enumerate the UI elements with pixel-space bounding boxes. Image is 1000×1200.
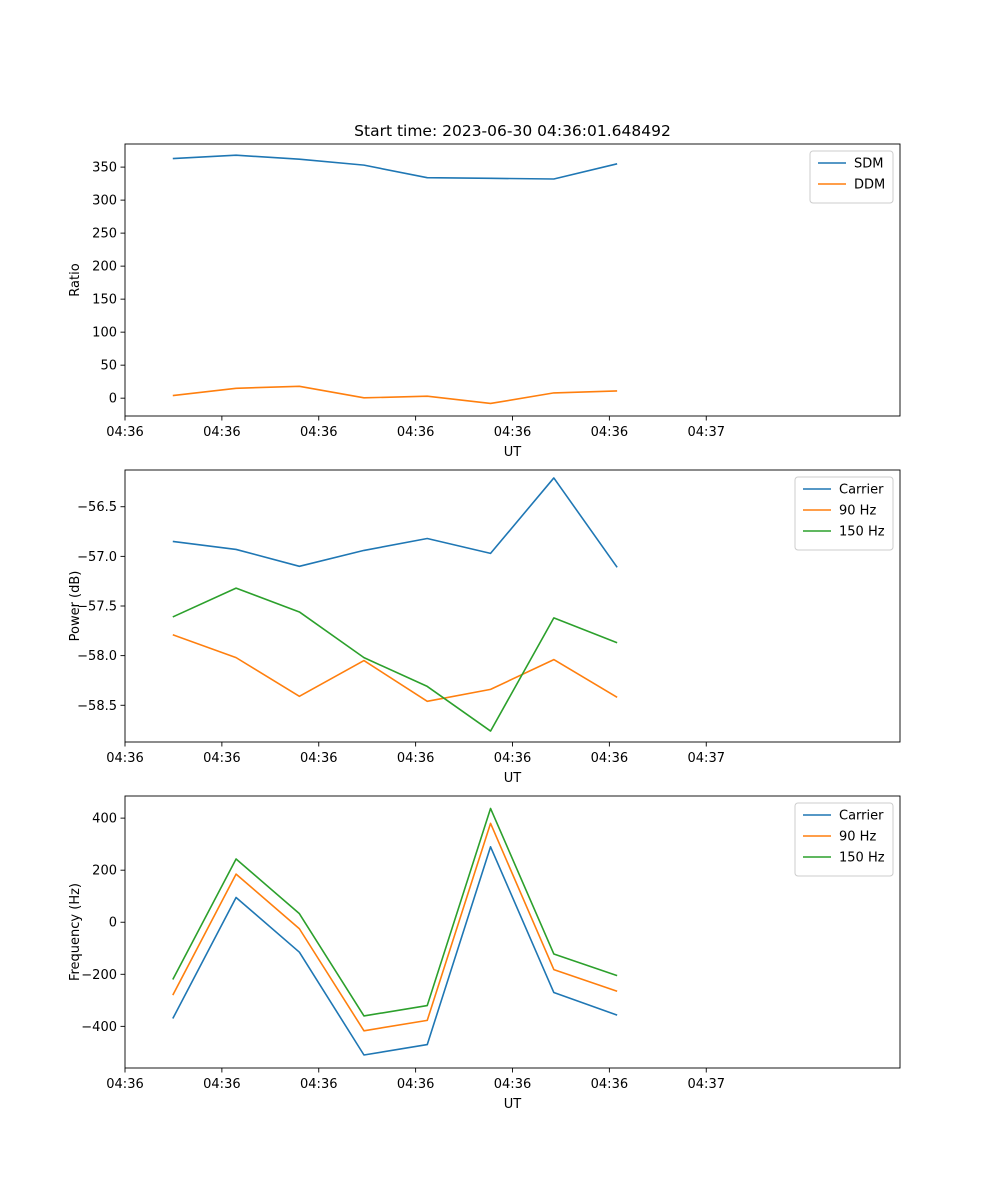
legend-entry-label: 150 Hz [839, 851, 885, 866]
x-tick-label: 04:36 [494, 1077, 531, 1092]
series-line-90-hz [172, 634, 618, 703]
y-tick-label: 0 [109, 392, 117, 407]
series-line-ddm [172, 385, 618, 405]
x-tick-label: 04:36 [106, 751, 143, 766]
y-tick-label: 300 [92, 194, 117, 209]
x-axis-label: UT [504, 1097, 522, 1112]
y-tick-label: 400 [92, 812, 117, 827]
x-tick-label: 04:36 [397, 425, 434, 440]
y-tick-label: −58.5 [77, 699, 117, 714]
x-axis-label: UT [504, 771, 522, 786]
panels: 04:36 04:36 04:36 04:36 04:36 04:36 04:37 0 50 10… [68, 143, 901, 1112]
x-tick-label: 04:36 [397, 751, 434, 766]
x-tick-label: 04:36 [591, 751, 628, 766]
plot-area-frame [124, 469, 901, 743]
x-tick-label: 04:36 [106, 1077, 143, 1092]
y-axis-label: Power (dB) [68, 571, 83, 642]
chart-panel-1: 04:36 04:36 04:36 04:36 04:36 04:36 04:37 0 50 10… [68, 143, 901, 460]
plot-area-frame [124, 143, 901, 417]
x-tick-label: 04:36 [591, 425, 628, 440]
legend-entry-label: DDM [854, 178, 885, 193]
legend-entry-label: 150 Hz [839, 525, 885, 540]
x-tick-label: 04:36 [494, 751, 531, 766]
x-tick-label: 04:36 [591, 1077, 628, 1092]
figure-title: Start time: 2023-06-30 04:36:01.648492 [354, 122, 671, 140]
series-line-sdm [172, 154, 618, 180]
legend: SDM DDM [809, 150, 894, 204]
legend-entry-label: SDM [854, 157, 883, 172]
x-tick-label: 04:36 [203, 1077, 240, 1092]
x-tick-label: 04:37 [688, 1077, 725, 1092]
plot-area-frame [124, 795, 901, 1069]
y-tick-label: −400 [81, 1020, 117, 1035]
legend-entry-label: 90 Hz [839, 830, 876, 845]
x-tick-label: 04:36 [203, 751, 240, 766]
legend-entry-label: Carrier [839, 483, 884, 498]
x-tick-label: 04:36 [300, 425, 337, 440]
x-tick-label: 04:36 [300, 751, 337, 766]
y-tick-label: 200 [92, 260, 117, 275]
y-tick-label: −57.5 [77, 600, 117, 615]
chart-panel-3: 04:36 04:36 04:36 04:36 04:36 04:36 04:37 −400 −… [68, 795, 901, 1112]
x-tick-label: 04:36 [494, 425, 531, 440]
y-tick-label: 50 [100, 359, 117, 374]
x-tick-label: 04:36 [397, 1077, 434, 1092]
legend: Carrier 90 Hz 150 Hz [794, 476, 894, 551]
series-line-90-hz [172, 822, 618, 1032]
series-line-carrier [172, 477, 618, 568]
series-line-150-hz [172, 587, 618, 732]
legend-box [809, 150, 894, 204]
series-line-150-hz [172, 807, 618, 1017]
y-tick-label: 150 [92, 293, 117, 308]
y-tick-label: 200 [92, 864, 117, 879]
y-tick-label: 100 [92, 326, 117, 341]
y-tick-label: 350 [92, 161, 117, 176]
y-tick-label: −58.0 [77, 649, 117, 664]
chart-panel-2: 04:36 04:36 04:36 04:36 04:36 04:36 04:37 −58.5… [68, 469, 901, 786]
y-tick-label: 0 [109, 916, 117, 931]
x-tick-label: 04:37 [688, 425, 725, 440]
x-tick-label: 04:36 [203, 425, 240, 440]
legend-entry-label: 90 Hz [839, 504, 876, 519]
y-axis-label: Frequency (Hz) [68, 883, 83, 981]
y-tick-label: −200 [81, 968, 117, 983]
x-tick-label: 04:36 [106, 425, 143, 440]
legend: Carrier 90 Hz 150 Hz [794, 802, 894, 877]
x-tick-label: 04:37 [688, 751, 725, 766]
y-tick-label: 250 [92, 227, 117, 242]
y-tick-label: −56.5 [77, 500, 117, 515]
y-axis-label: Ratio [68, 263, 83, 296]
legend-entry-label: Carrier [839, 809, 884, 824]
y-tick-label: −57.0 [77, 550, 117, 565]
x-axis-label: UT [504, 445, 522, 460]
series-line-carrier [172, 845, 618, 1056]
x-tick-label: 04:36 [300, 1077, 337, 1092]
